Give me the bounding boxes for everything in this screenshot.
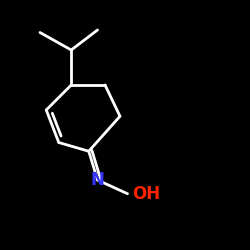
Text: N: N (90, 171, 104, 189)
Text: OH: OH (132, 185, 160, 203)
